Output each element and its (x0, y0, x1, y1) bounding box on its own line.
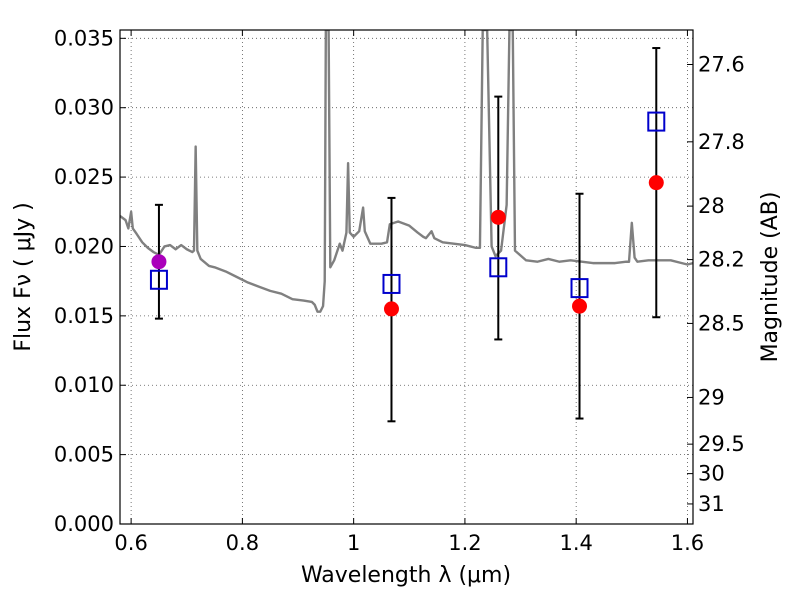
model-flux-marker (489, 257, 508, 278)
y-tick-label: 0.010 (54, 373, 114, 397)
y-tick-label: 0.000 (54, 512, 114, 536)
y-tick-label: 0.030 (54, 96, 114, 120)
x-tick-label: 0.6 (114, 531, 147, 555)
y-tick-label: 0.035 (54, 26, 114, 50)
y2-tick-label: 29.5 (698, 432, 745, 456)
y2-tick-label: 29 (698, 385, 725, 409)
x-axis-title: Wavelength λ (μm) (301, 563, 511, 588)
y2-tick-label: 30 (698, 462, 725, 486)
tick-labels: 0.6 0.8 1 1.2 1.4 1.6 0.000 0.005 0.010 0.015 0.02… (54, 26, 745, 555)
y2-tick-label: 31 (698, 492, 725, 516)
y2-tick-label: 28.5 (698, 311, 745, 335)
x-tick-label: 1.6 (671, 531, 704, 555)
observed-flux-marker (490, 209, 506, 225)
plot-area (120, 30, 693, 423)
model-flux-marker (382, 273, 401, 294)
observed-flux-marker (151, 254, 167, 270)
spectrum-line (120, 30, 693, 313)
observed-flux-marker (648, 175, 664, 191)
y-tick-label: 0.015 (54, 304, 114, 328)
plot-frame (119, 29, 694, 525)
model-flux-marker (647, 111, 666, 132)
y-axis-title: Flux Fν ( μJy ) (11, 202, 36, 351)
y-tick-label: 0.025 (54, 165, 114, 189)
x-tick-label: 1.4 (559, 531, 592, 555)
y2-tick-label: 28.2 (698, 248, 745, 272)
grid-lines (120, 30, 693, 525)
y2-axis-title: Magnitude (AB) (758, 192, 783, 363)
y-tick-label: 0.020 (54, 234, 114, 258)
x-tick-label: 1 (347, 531, 360, 555)
y2-tick-label: 27.8 (698, 130, 745, 154)
tick-marks (120, 30, 693, 525)
model-flux-marker (570, 278, 589, 299)
observed-flux-marker (572, 298, 588, 314)
y2-tick-label: 27.6 (698, 53, 745, 77)
observed-flux-marker (383, 301, 399, 317)
y2-tick-label: 28 (698, 194, 725, 218)
model-flux-marker (149, 269, 168, 290)
x-tick-label: 0.8 (226, 531, 259, 555)
y-tick-label: 0.005 (54, 443, 114, 467)
x-tick-label: 1.2 (448, 531, 481, 555)
